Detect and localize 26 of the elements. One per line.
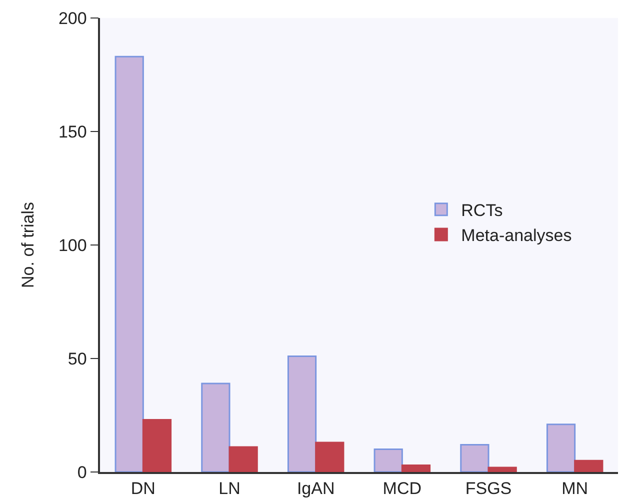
x-tick-label: FSGS [465,479,512,498]
y-tick-label: 200 [58,8,87,28]
bar [546,424,576,472]
x-tick-label: DN [130,479,156,498]
bar [287,355,317,472]
x-tick-label: MN [562,479,588,498]
bar [374,448,403,472]
bar [574,460,604,472]
bar [142,419,172,472]
x-tick-label: MCD [382,479,422,498]
bar [228,446,258,472]
x-tick-label: IgAN [296,479,335,498]
y-tick-label: 0 [77,462,87,482]
y-axis-title: No. of trials [18,202,38,288]
bar [460,444,490,472]
legend-label: Meta-analyses [461,226,572,246]
x-tick-label: LN [218,479,240,498]
bar [401,464,431,472]
y-tick-label: 150 [58,122,87,142]
y-tick-label: 50 [68,349,87,368]
legend-label: RCTs [461,200,503,220]
y-tick-label: 100 [58,236,87,255]
bar [114,56,144,472]
bar [488,466,517,472]
bar [201,382,230,472]
bar [315,442,344,472]
